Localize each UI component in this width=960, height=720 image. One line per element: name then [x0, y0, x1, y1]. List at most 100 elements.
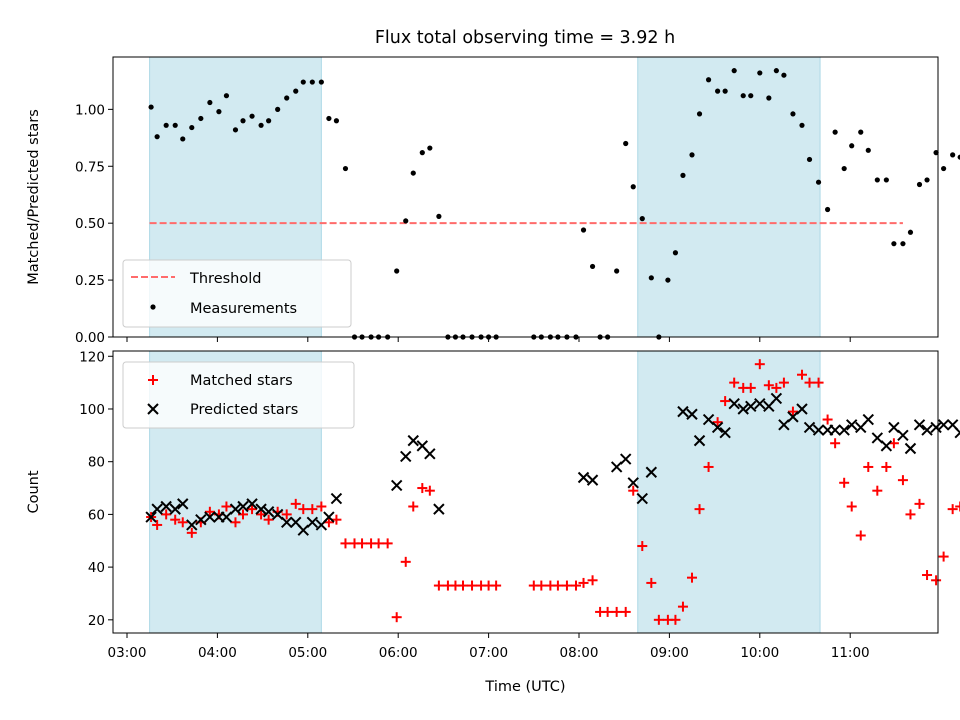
measurement-point	[916, 181, 923, 188]
matched-star-point	[888, 438, 899, 449]
measurement-point	[258, 122, 264, 128]
y-tick-label: 60	[88, 507, 105, 523]
predicted-star-point	[796, 403, 808, 415]
measurement-point	[293, 88, 299, 94]
predicted-star-point	[686, 408, 698, 420]
measurement-point	[427, 145, 433, 151]
measurement-point	[180, 136, 186, 142]
matched-star-point	[745, 382, 756, 393]
matched-star-point	[787, 406, 798, 417]
matched-star-point	[712, 417, 723, 428]
matched-star-point	[855, 530, 866, 541]
predicted-star-point	[812, 424, 825, 436]
shaded-span-2	[637, 56, 821, 338]
axes-frame	[112, 350, 939, 634]
measurement-point	[275, 106, 281, 112]
matched-star-point	[729, 377, 740, 388]
matched-star-point	[881, 461, 892, 472]
y-tick-label: 40	[88, 560, 105, 576]
measurement-point	[773, 68, 779, 74]
predicted-star-point	[693, 434, 706, 447]
measurement-point	[309, 79, 315, 85]
matched-star-point	[804, 377, 815, 388]
matched-star-point	[417, 483, 428, 494]
y-tick-label: 1.00	[75, 102, 105, 118]
measurement-point	[689, 152, 695, 158]
matched-star-point	[570, 580, 581, 591]
predicted-star-point	[280, 516, 293, 529]
predicted-star-point	[897, 429, 909, 442]
predicted-star-point	[636, 492, 648, 505]
matched-star-point	[914, 498, 925, 509]
measurement-point	[163, 122, 169, 128]
predicted-star-point	[838, 424, 850, 436]
measurement-point	[696, 111, 703, 117]
y-tick-label: 120	[79, 349, 105, 365]
legend-predicted-swatch	[147, 403, 159, 415]
predicted-star-point	[645, 466, 658, 478]
y-tick-label: 100	[79, 402, 105, 418]
matched-star-point	[256, 509, 267, 520]
matched-star-point	[620, 606, 631, 617]
predicted-star-point	[577, 471, 590, 484]
measurement-point	[722, 88, 728, 94]
matched-star-point	[408, 501, 419, 512]
matched-star-point	[694, 504, 705, 515]
matched-star-point	[839, 477, 850, 488]
measurement-point	[589, 263, 596, 270]
predicted-star-point	[677, 405, 689, 418]
matched-star-point	[754, 359, 765, 370]
matched-star-point	[457, 580, 468, 591]
measurement-point	[933, 150, 939, 156]
matched-star-point	[677, 601, 688, 612]
measurement-point	[731, 68, 737, 74]
predicted-stars-series	[145, 392, 960, 536]
measurement-point	[410, 170, 416, 176]
matched-star-point	[863, 461, 874, 472]
measurement-point	[757, 70, 763, 76]
matched-star-point	[602, 606, 613, 617]
measurement-point	[907, 229, 914, 235]
matched-star-point	[152, 519, 163, 530]
measurement-point	[883, 177, 889, 183]
measurement-point	[874, 177, 880, 183]
measurement-point	[403, 218, 409, 224]
predicted-star-point	[586, 474, 599, 486]
measurement-point	[148, 104, 154, 110]
measurement-point	[891, 241, 897, 247]
matched-star-point	[955, 501, 960, 512]
matched-star-point	[947, 504, 958, 515]
matched-star-point	[323, 517, 334, 528]
measurement-point	[841, 165, 847, 172]
matched-star-point	[813, 377, 824, 388]
measurement-point	[333, 118, 340, 124]
axes-frame	[112, 56, 939, 338]
figure-title: Flux total observing time = 3.92 h	[375, 28, 675, 48]
matched-star-point	[578, 577, 589, 588]
predicted-star-point	[711, 421, 724, 434]
measurement-point	[216, 109, 222, 115]
matched-star-point	[552, 580, 563, 591]
matched-star-point	[340, 538, 351, 549]
matched-star-point	[687, 572, 697, 583]
x-tick-label: 04:00	[198, 645, 237, 661]
matched-star-point	[922, 570, 933, 581]
predicted-star-point	[151, 503, 163, 515]
measurement-point	[672, 250, 679, 256]
matched-star-point	[433, 580, 444, 591]
predicted-star-point	[719, 426, 731, 439]
measurement-point	[799, 122, 805, 128]
matched-star-point	[186, 527, 197, 538]
predicted-star-point	[400, 450, 412, 463]
measurement-point	[858, 129, 864, 135]
top-panel: 0.00 0.25 0.50 0.75 1.00 Matched/Predicted st…	[26, 56, 960, 346]
y-tick-label: 0.50	[75, 216, 105, 232]
measurement-point	[648, 275, 654, 281]
measurement-point	[419, 150, 425, 156]
matched-star-point	[897, 475, 908, 486]
matched-star-point	[170, 514, 181, 525]
matched-star-point	[281, 509, 292, 520]
matched-star-point	[670, 614, 681, 625]
predicted-star-point	[330, 492, 343, 505]
